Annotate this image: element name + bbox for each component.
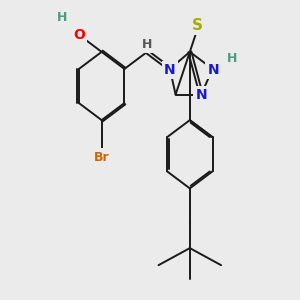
Text: N: N: [207, 63, 219, 77]
Text: H: H: [142, 38, 152, 51]
Text: H: H: [227, 52, 237, 65]
Text: H: H: [57, 11, 68, 24]
Text: S: S: [192, 18, 203, 33]
Text: N: N: [195, 88, 207, 102]
Text: N: N: [164, 63, 176, 77]
Text: Br: Br: [94, 151, 110, 164]
Text: O: O: [73, 28, 85, 42]
